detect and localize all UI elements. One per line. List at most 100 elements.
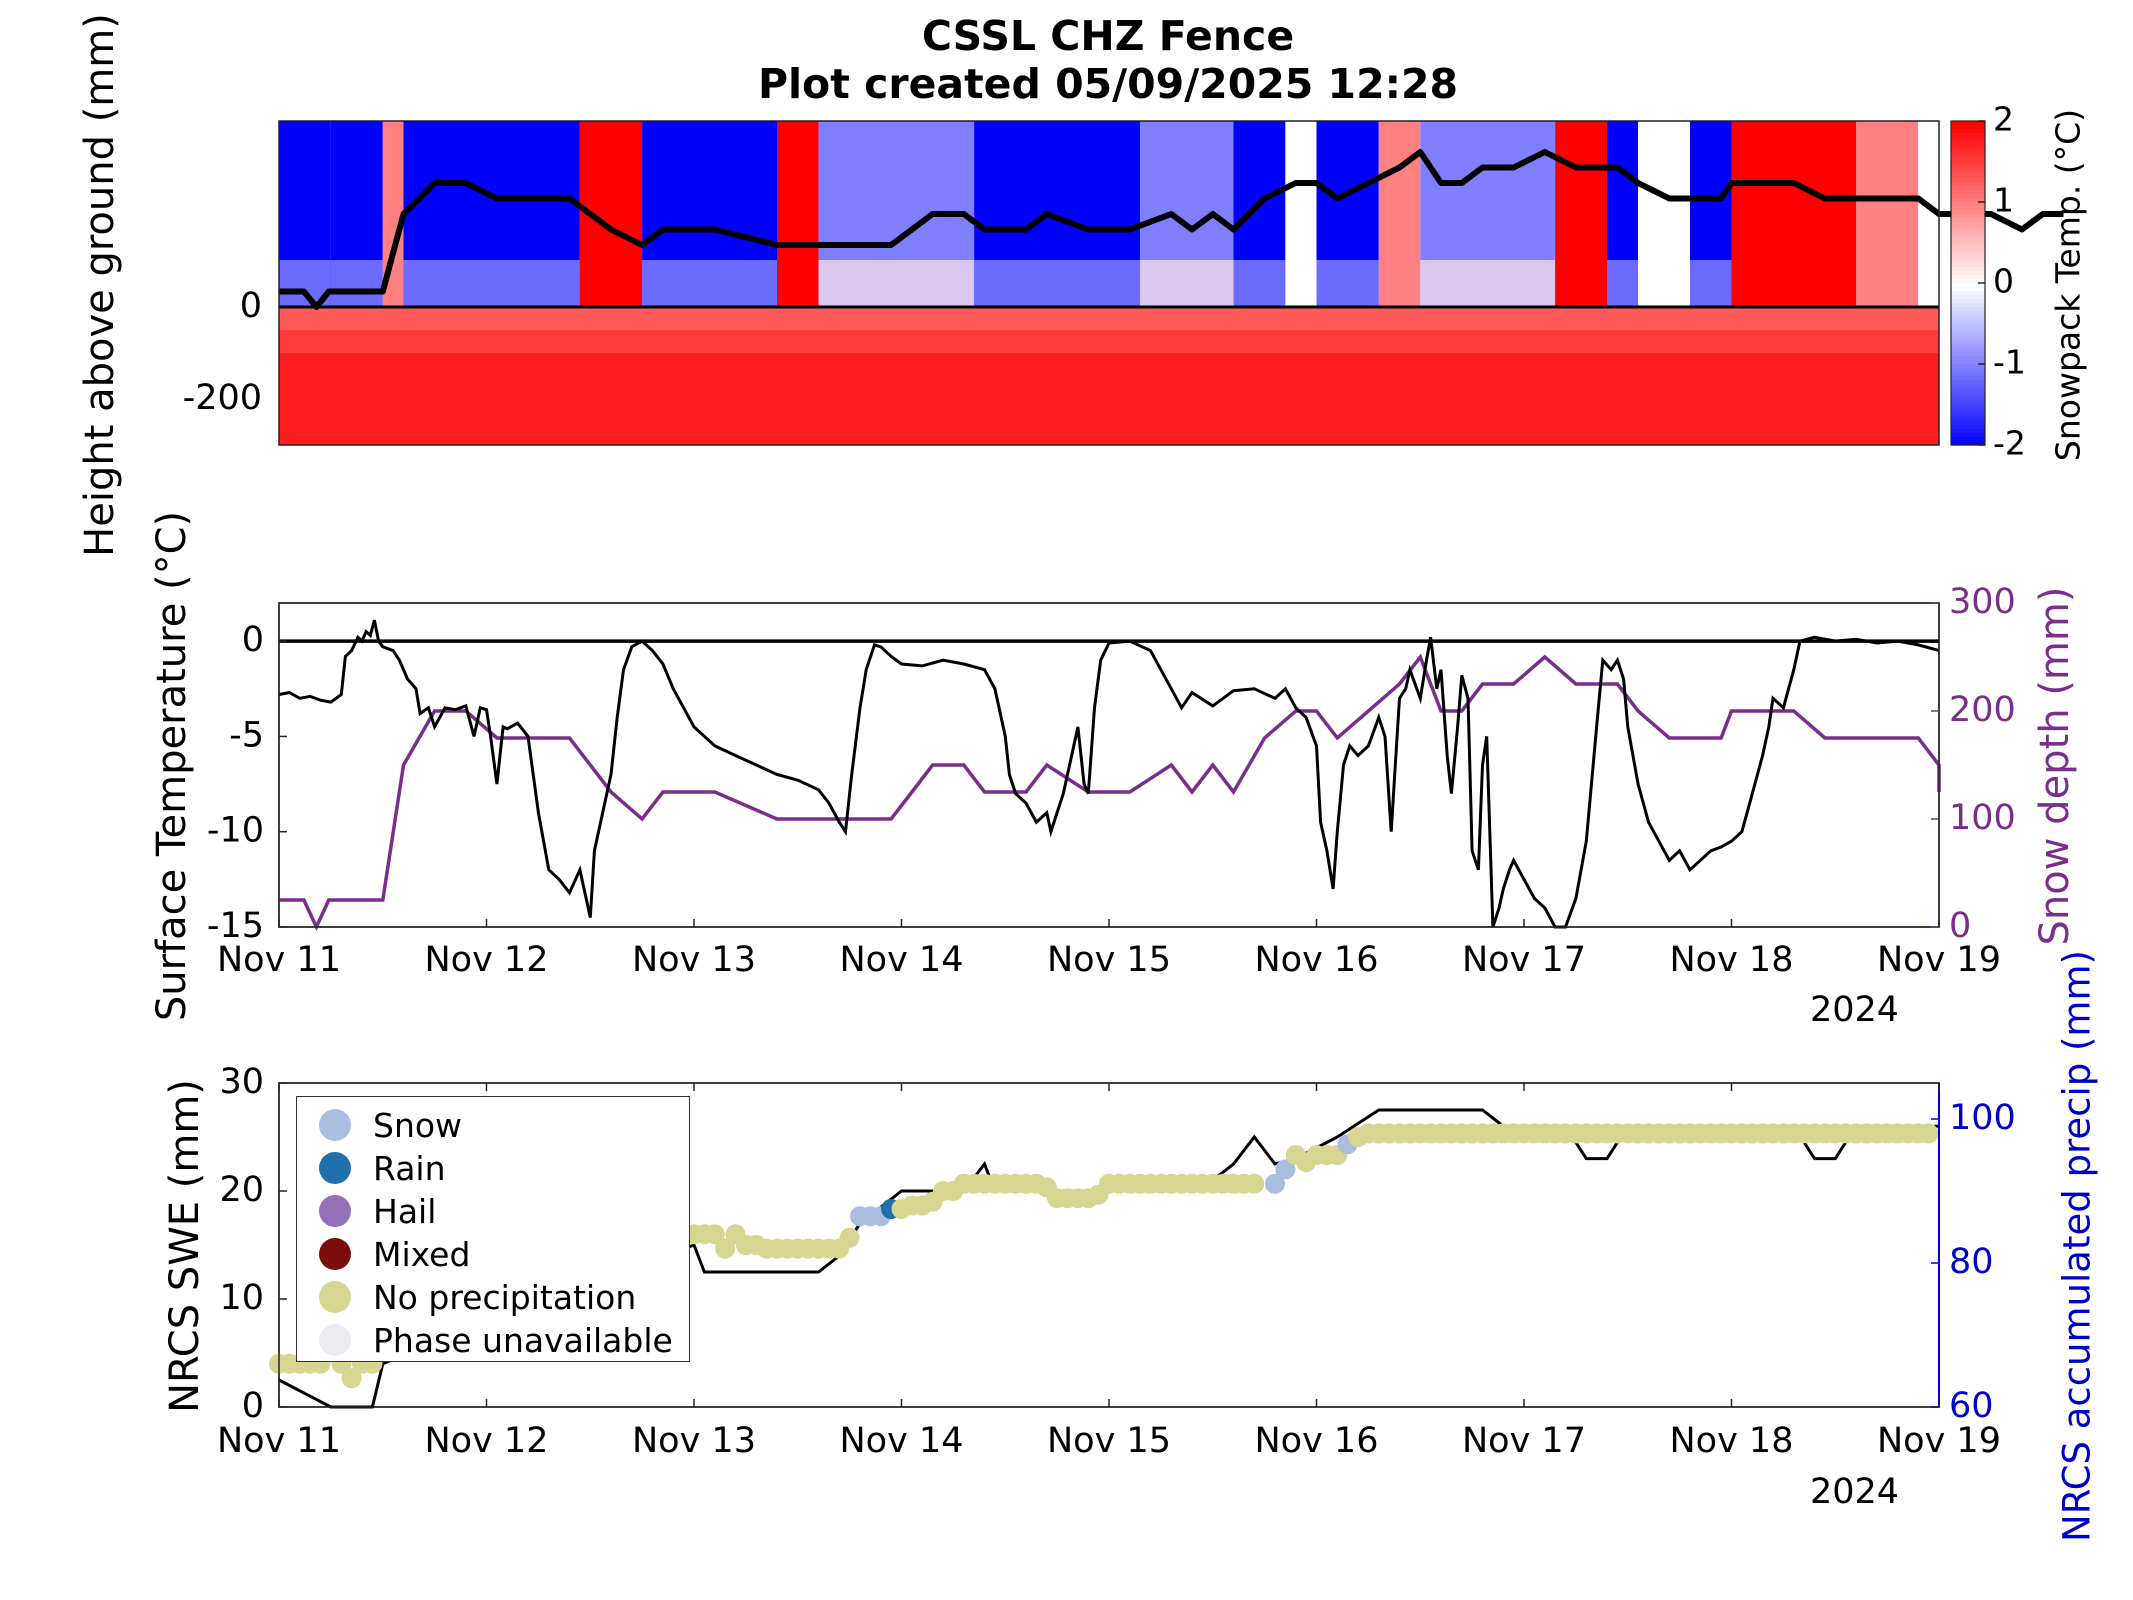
colorbar-segment <box>1951 388 1985 393</box>
colorbar-segment <box>1951 315 1985 321</box>
legend-marker <box>319 1152 351 1184</box>
mid-y2tick-label: 0 <box>1949 906 1971 946</box>
legend-entry: Phase unavailable <box>297 1320 673 1360</box>
colorbar-segment <box>1951 121 1985 126</box>
colorbar-tick-label: -1 <box>1993 343 2026 382</box>
colorbar-segment <box>1951 125 1985 130</box>
bot-ytick-label: 10 <box>219 1278 264 1318</box>
precip-phase-point <box>1918 1123 1939 1144</box>
bot-ytick-label: 0 <box>242 1386 264 1426</box>
colorbar-segment <box>1951 173 1985 179</box>
mid-ytick-label: -15 <box>207 906 264 946</box>
snowpack-temp-cell <box>382 121 404 307</box>
colorbar-segment <box>1951 331 1985 337</box>
colorbar-tick-label: 1 <box>1993 181 2014 220</box>
colorbar-segment <box>1951 258 1985 264</box>
colorbar-segment <box>1951 238 1985 244</box>
snowpack-temp-cell <box>1420 260 1556 307</box>
colorbar-segment <box>1951 432 1985 438</box>
mid-y2tick-label: 200 <box>1949 690 2016 730</box>
mid-ylabel: Surface Temperature (°C) <box>149 510 195 1022</box>
colorbar-segment <box>1951 153 1985 159</box>
colorbar-segment <box>1951 262 1985 268</box>
snowpack-temp-cell <box>642 260 777 307</box>
mid-y2tick-label: 300 <box>1949 582 2016 622</box>
precip-phase-point <box>341 1368 362 1389</box>
bot-xtick-label: Nov 19 <box>1877 1421 2001 1461</box>
colorbar-tick-label: 0 <box>1993 262 2014 301</box>
bot-y2tick-label: 80 <box>1949 1242 1994 1282</box>
colorbar-segment <box>1951 440 1985 446</box>
colorbar-tick-label: -2 <box>1993 424 2026 463</box>
snow-depth-series-line <box>279 653 1941 932</box>
colorbar-segment <box>1951 185 1985 191</box>
colorbar-segment <box>1951 177 1985 183</box>
snowpack-heatmap: 0 -200 2 1 0 -1 -2 <box>183 100 2064 463</box>
colorbar-segment <box>1951 133 1985 138</box>
snowpack-temp-cell <box>818 260 975 307</box>
colorbar-segment <box>1951 242 1985 248</box>
colorbar-segment <box>1951 311 1985 316</box>
legend-entry: Snow <box>297 1105 462 1145</box>
snowpack-temp-cell <box>974 260 1141 307</box>
legend-marker <box>319 1195 351 1227</box>
colorbar-segment <box>1951 347 1985 353</box>
colorbar-segment <box>1951 364 1985 369</box>
legend-entry: Hail <box>297 1191 436 1231</box>
colorbar-segment <box>1951 436 1985 442</box>
colorbar-segment <box>1951 210 1985 215</box>
chart-title-line2: Plot created 05/09/2025 12:28 <box>757 60 1459 108</box>
bot-y2tick-label: 60 <box>1949 1386 1994 1426</box>
colorbar-segment <box>1951 384 1985 389</box>
mid-ytick-label: -10 <box>207 811 264 851</box>
colorbar-segment <box>1951 372 1985 377</box>
colorbar-segment <box>1951 137 1985 142</box>
snow-depth-line <box>279 149 2064 310</box>
colorbar-segment <box>1951 424 1985 430</box>
bot-xtick-label: Nov 17 <box>1462 1421 1586 1461</box>
legend-marker <box>319 1324 351 1356</box>
colorbar-segment <box>1951 197 1985 203</box>
colorbar-segment <box>1951 230 1985 235</box>
mid-xtick-label: Nov 11 <box>217 940 341 980</box>
legend-label: Mixed <box>373 1234 471 1274</box>
bot-xtick-label: Nov 18 <box>1670 1421 1794 1461</box>
colorbar-segment <box>1951 368 1985 373</box>
colorbar-segment <box>1951 189 1985 195</box>
mid-xtick-label: Nov 17 <box>1462 940 1586 980</box>
mid-xtick-label: Nov 15 <box>1047 940 1171 980</box>
legend-marker <box>319 1281 351 1313</box>
bot-xtick-label: Nov 15 <box>1047 1421 1171 1461</box>
precip-phase-point <box>1244 1173 1265 1194</box>
snowpack-temp-cell <box>1140 260 1234 307</box>
bot-year-label: 2024 <box>1810 1472 1900 1512</box>
mid-year-label: 2024 <box>1810 990 1900 1030</box>
snowpack-temp-cell <box>1607 260 1639 307</box>
snowpack-temp-cell <box>1555 121 1607 307</box>
legend-label: Snow <box>373 1105 463 1145</box>
colorbar-segment <box>1951 278 1985 284</box>
snowpack-temp-cell <box>403 260 580 307</box>
bot-y2label-line1: NRCS accumulated precip (mm) <box>2055 950 2099 1542</box>
chart-title-line1: CSSL CHZ Fence <box>921 12 1295 60</box>
snowpack-temp-cell <box>777 121 819 307</box>
legend-entry: Mixed <box>297 1234 470 1274</box>
heatmap-ytick: -200 <box>183 378 262 418</box>
precip-phase-point <box>1265 1173 1285 1194</box>
ground-temp-band <box>279 353 1939 445</box>
bot-y2tick-label: 100 <box>1949 1098 2016 1138</box>
colorbar-segment <box>1951 250 1985 256</box>
colorbar-segment <box>1951 299 1985 304</box>
colorbar-segment <box>1951 339 1985 345</box>
colorbar-segment <box>1951 400 1985 406</box>
precip-phase-legend: Snow Rain Hail Mixed No precipitation Phase u… <box>296 1096 690 1362</box>
snowpack-temp-cell <box>1285 121 1317 307</box>
colorbar-segment <box>1951 343 1985 349</box>
colorbar-segment <box>1951 291 1985 296</box>
colorbar-segment <box>1951 214 1985 219</box>
colorbar-segment <box>1951 157 1985 163</box>
snowpack-temp-cell <box>1638 121 1690 307</box>
colorbar-segment <box>1951 193 1985 199</box>
precip-phase-point <box>715 1238 736 1259</box>
